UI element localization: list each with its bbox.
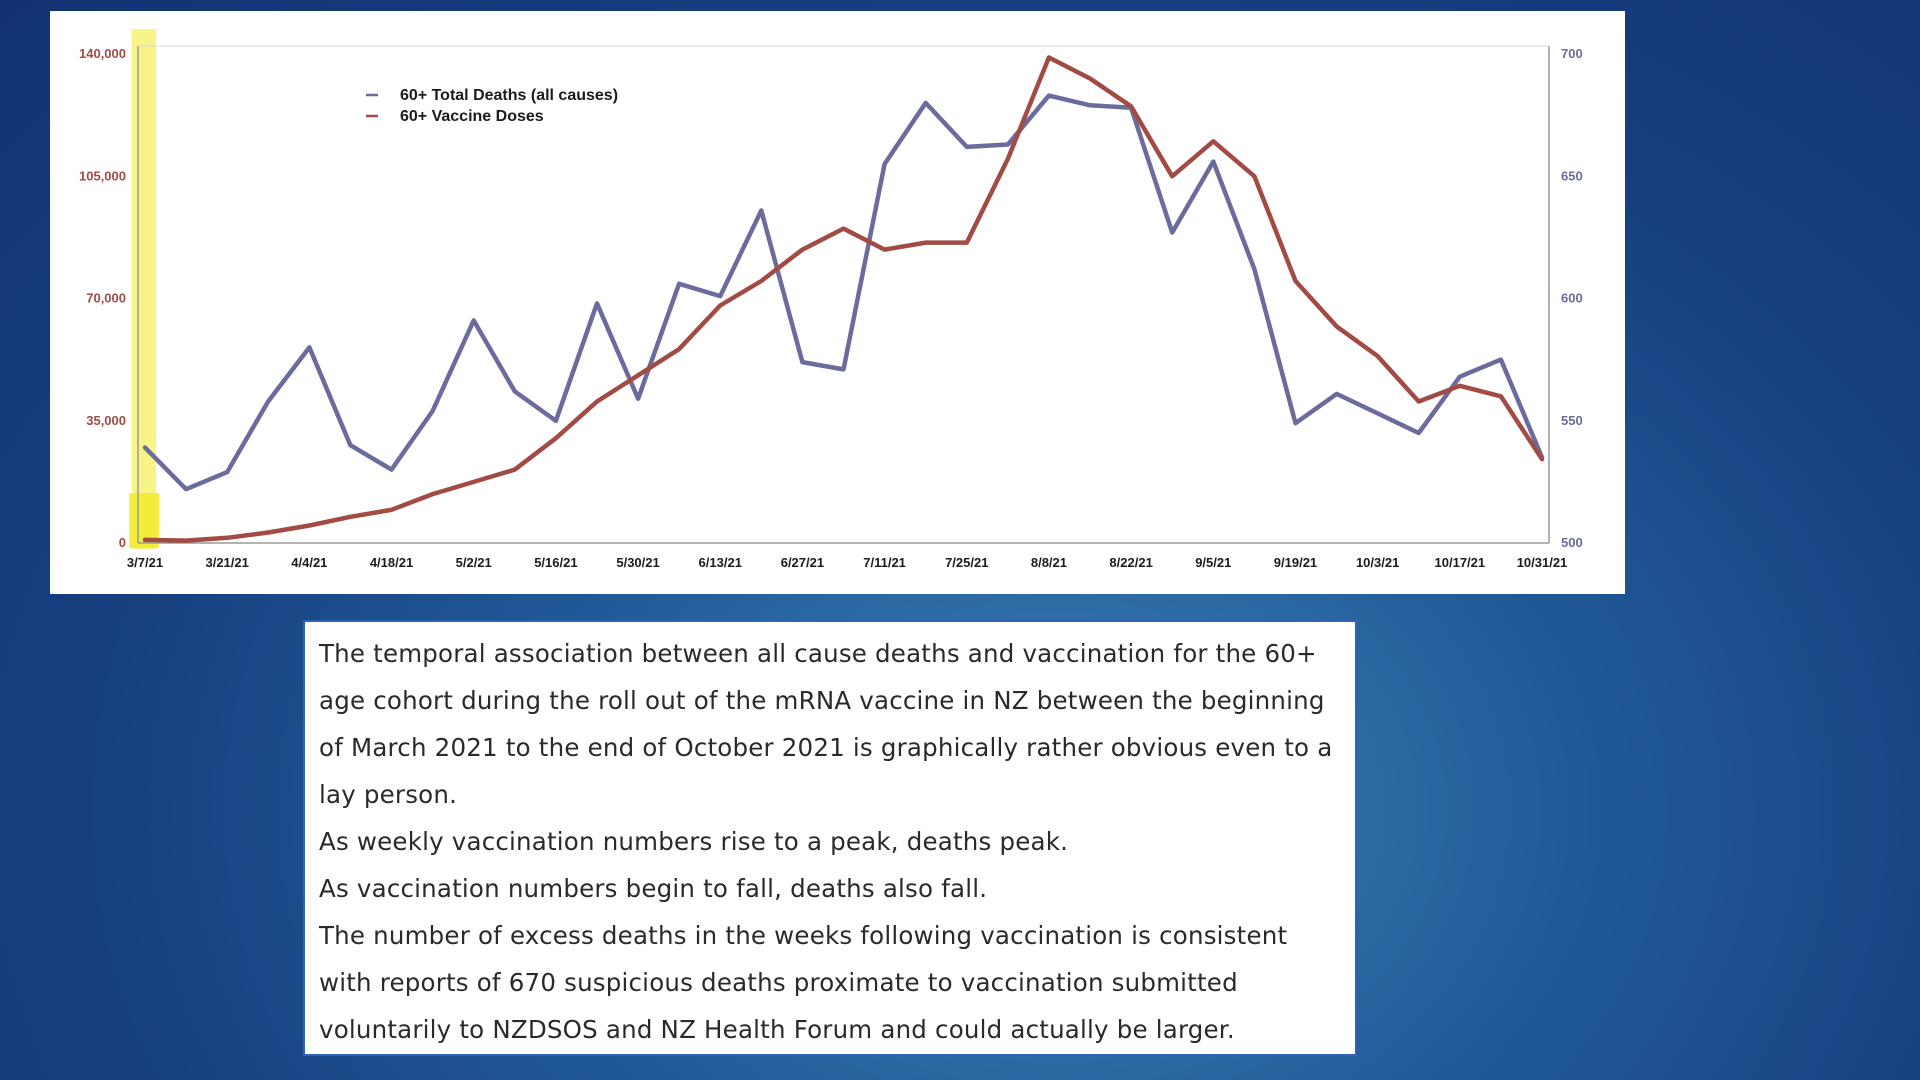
- x-tick-label: 8/8/21: [1031, 555, 1067, 570]
- y-left-tick-label: 70,000: [86, 291, 126, 306]
- y-right-tick-label: 650: [1561, 168, 1583, 183]
- x-tick-label: 7/25/21: [945, 555, 988, 570]
- x-tick-label: 4/4/21: [291, 555, 327, 570]
- description-paragraph-4: The number of excess deaths in the weeks…: [319, 921, 1288, 1044]
- x-tick-label: 10/17/21: [1435, 555, 1486, 570]
- legend-label: 60+ Vaccine Doses: [400, 108, 544, 125]
- doses-series-line: [142, 55, 1545, 543]
- y-left-tick-label: 35,000: [86, 413, 126, 428]
- x-tick-label: 6/27/21: [781, 555, 824, 570]
- description-paragraph-2: As weekly vaccination numbers rise to a …: [319, 827, 1069, 856]
- chart-panel: 140,000 105,000 70,000 35,000 0 700 650 600 550 5…: [50, 11, 1625, 594]
- y-left-tick-label: 140,000: [79, 46, 126, 61]
- deaths-series-line: [142, 93, 1545, 492]
- description-box: The temporal association between all cau…: [303, 620, 1357, 1056]
- y-right-tick-label: 500: [1561, 535, 1583, 550]
- x-tick-label: 3/21/21: [205, 555, 248, 570]
- x-tick-label: 8/22/21: [1109, 555, 1152, 570]
- legend-label: 60+ Total Deaths (all causes): [400, 87, 618, 104]
- x-tick-label: 10/3/21: [1356, 555, 1399, 570]
- description-paragraph-1: The temporal association between all cau…: [319, 639, 1333, 809]
- y-left-tick-label: 0: [119, 535, 126, 550]
- y-right-tick-label: 600: [1561, 291, 1583, 306]
- x-tick-label: 3/7/21: [127, 555, 163, 570]
- x-tick-label: 5/30/21: [616, 555, 659, 570]
- x-tick-label: 5/2/21: [456, 555, 492, 570]
- y-right-tick-label: 550: [1561, 413, 1583, 428]
- y-right-tick-label: 700: [1561, 46, 1583, 61]
- highlight-band: [132, 29, 156, 549]
- x-tick-label: 10/31/21: [1517, 555, 1568, 570]
- x-tick-label: 9/5/21: [1195, 555, 1231, 570]
- x-tick-label: 4/18/21: [370, 555, 413, 570]
- x-tick-label: 7/11/21: [863, 555, 906, 570]
- x-tick-label: 9/19/21: [1274, 555, 1317, 570]
- line-chart: 140,000 105,000 70,000 35,000 0 700 650 600 550 5…: [79, 29, 1583, 570]
- x-tick-label: 6/13/21: [699, 555, 742, 570]
- y-left-tick-label: 105,000: [79, 168, 126, 183]
- description-paragraph-3: As vaccination numbers begin to fall, de…: [319, 874, 988, 903]
- x-tick-label: 5/16/21: [534, 555, 577, 570]
